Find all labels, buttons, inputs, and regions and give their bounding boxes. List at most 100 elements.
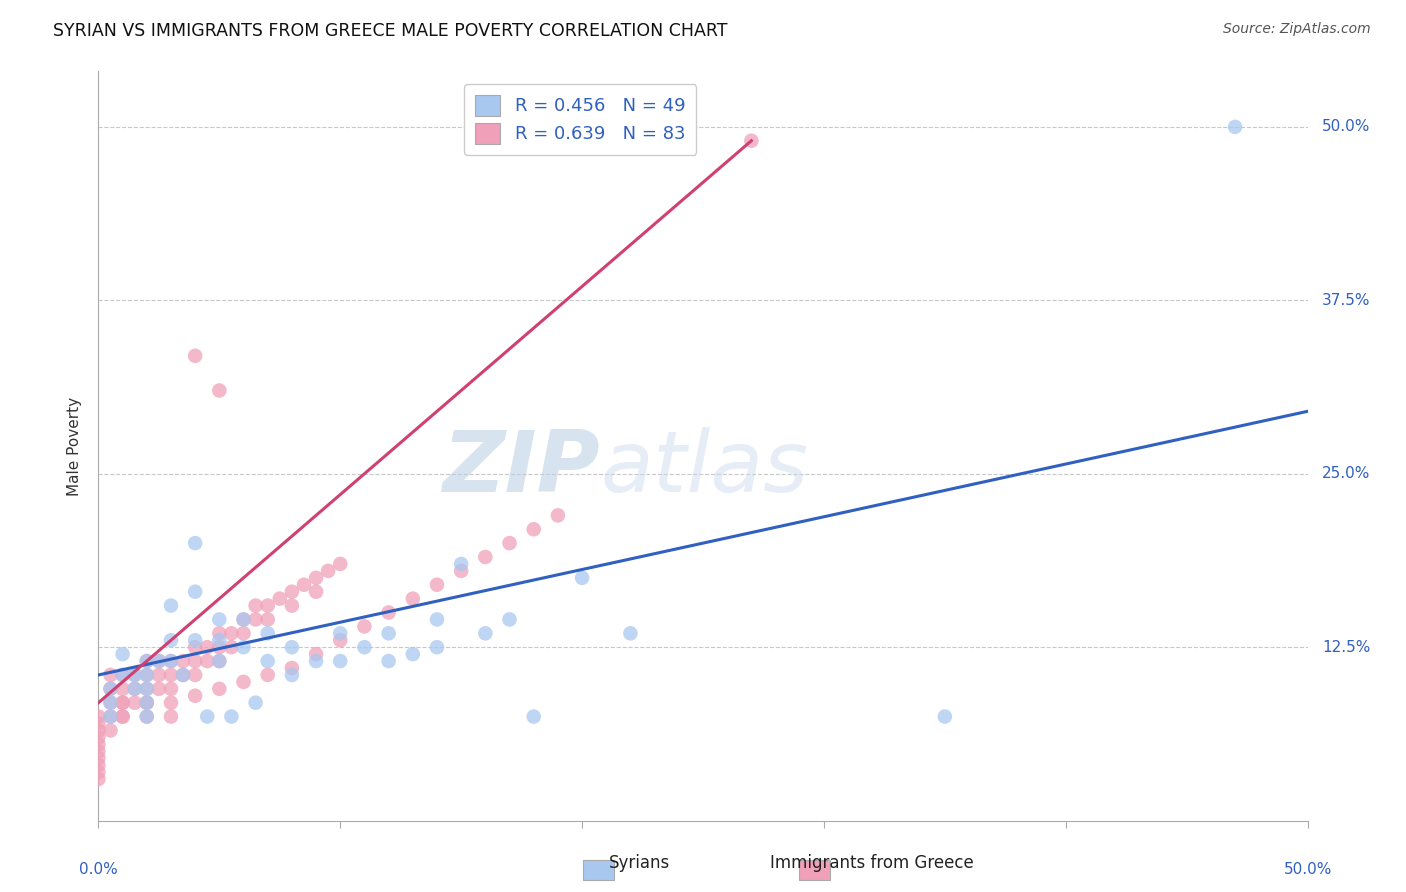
Point	[100, 709, 122, 723]
Point	[281, 661, 304, 675]
Point	[221, 640, 243, 655]
Point	[523, 709, 546, 723]
Point	[124, 681, 146, 696]
Point	[100, 723, 122, 738]
Point	[135, 696, 157, 710]
Point	[87, 758, 110, 772]
Point	[111, 647, 134, 661]
Point	[281, 640, 304, 655]
Point	[184, 668, 207, 682]
Point	[100, 681, 122, 696]
Text: Syrians: Syrians	[609, 855, 671, 872]
Point	[523, 522, 546, 536]
Point	[292, 578, 315, 592]
Point	[305, 647, 328, 661]
Point	[124, 668, 146, 682]
Point	[256, 668, 278, 682]
Point	[87, 709, 110, 723]
Point	[148, 681, 170, 696]
Point	[172, 668, 194, 682]
Point	[740, 134, 762, 148]
Point	[256, 626, 278, 640]
Text: 37.5%: 37.5%	[1322, 293, 1371, 308]
Text: Immigrants from Greece: Immigrants from Greece	[770, 855, 973, 872]
Point	[498, 536, 520, 550]
Legend: R = 0.456   N = 49, R = 0.639   N = 83: R = 0.456 N = 49, R = 0.639 N = 83	[464, 84, 696, 154]
Point	[160, 599, 183, 613]
Point	[402, 591, 425, 606]
Point	[232, 612, 254, 626]
Point	[221, 626, 243, 640]
Point	[87, 731, 110, 745]
Point	[148, 654, 170, 668]
Point	[184, 640, 207, 655]
Point	[160, 709, 183, 723]
Point	[281, 668, 304, 682]
Point	[934, 709, 956, 723]
Point	[208, 681, 231, 696]
Point	[100, 709, 122, 723]
Point	[195, 654, 218, 668]
Point	[172, 668, 194, 682]
Point	[160, 633, 183, 648]
Point	[450, 557, 472, 571]
Point	[474, 626, 496, 640]
Text: 12.5%: 12.5%	[1322, 640, 1371, 655]
Point	[111, 709, 134, 723]
Point	[329, 633, 352, 648]
Point	[87, 716, 110, 731]
Y-axis label: Male Poverty: Male Poverty	[67, 396, 83, 496]
Point	[135, 668, 157, 682]
Point	[195, 640, 218, 655]
Point	[135, 709, 157, 723]
Point	[426, 612, 449, 626]
Point	[135, 654, 157, 668]
Point	[87, 772, 110, 786]
Point	[498, 612, 520, 626]
Point	[135, 709, 157, 723]
Text: ZIP: ZIP	[443, 427, 600, 510]
Point	[281, 599, 304, 613]
Point	[402, 647, 425, 661]
Point	[160, 681, 183, 696]
Point	[135, 654, 157, 668]
Point	[305, 571, 328, 585]
Point	[124, 696, 146, 710]
Point	[111, 696, 134, 710]
Point	[184, 584, 207, 599]
Point	[450, 564, 472, 578]
Point	[256, 599, 278, 613]
Point	[1223, 120, 1246, 134]
Point	[377, 654, 399, 668]
Point	[87, 744, 110, 758]
Point	[232, 612, 254, 626]
Point	[100, 681, 122, 696]
Point	[195, 709, 218, 723]
Point	[208, 633, 231, 648]
Point	[172, 654, 194, 668]
Point	[148, 654, 170, 668]
Point	[245, 612, 267, 626]
Point	[135, 696, 157, 710]
Point	[305, 654, 328, 668]
Point	[329, 654, 352, 668]
Point	[135, 681, 157, 696]
Point	[160, 654, 183, 668]
Point	[232, 626, 254, 640]
Point	[100, 696, 122, 710]
Point	[87, 737, 110, 751]
Point	[208, 654, 231, 668]
Point	[160, 654, 183, 668]
Point	[184, 536, 207, 550]
Point	[377, 626, 399, 640]
Text: 50.0%: 50.0%	[1284, 862, 1331, 877]
Point	[111, 668, 134, 682]
Point	[426, 640, 449, 655]
Point	[245, 599, 267, 613]
Text: SYRIAN VS IMMIGRANTS FROM GREECE MALE POVERTY CORRELATION CHART: SYRIAN VS IMMIGRANTS FROM GREECE MALE PO…	[53, 22, 728, 40]
Point	[208, 640, 231, 655]
Point	[232, 674, 254, 689]
Point	[124, 668, 146, 682]
Point	[208, 384, 231, 398]
Point	[221, 709, 243, 723]
